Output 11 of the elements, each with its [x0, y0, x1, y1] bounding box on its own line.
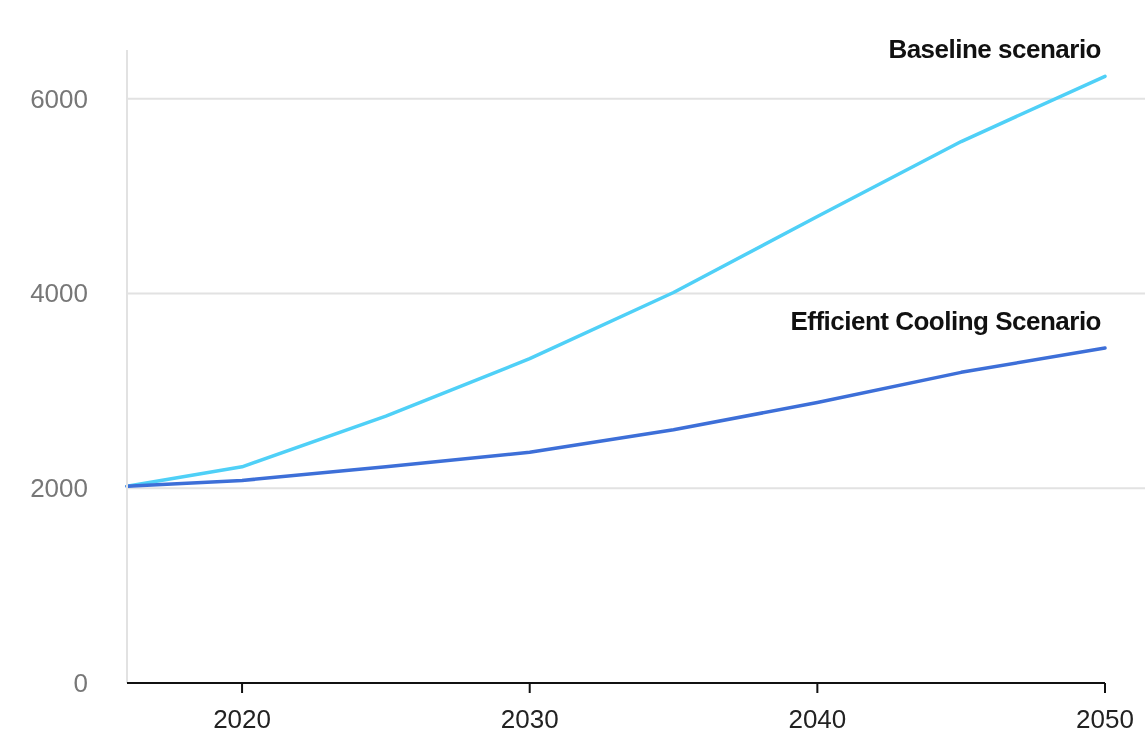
series-label: Baseline scenario	[888, 34, 1101, 65]
x-tick-label: 2020	[213, 704, 271, 734]
series-label: Efficient Cooling Scenario	[790, 306, 1101, 336]
x-tick-label: 2050	[1076, 704, 1134, 734]
line-series	[125, 346, 1107, 489]
y-tick-label: 2000	[30, 473, 88, 504]
y-tick-label: 0	[73, 668, 88, 698]
y-tick-label: 6000	[30, 83, 88, 114]
x-tick-label: 2040	[788, 704, 847, 734]
y-tick-label: 4000	[30, 278, 88, 309]
x-tick-label: 2030	[500, 704, 559, 734]
